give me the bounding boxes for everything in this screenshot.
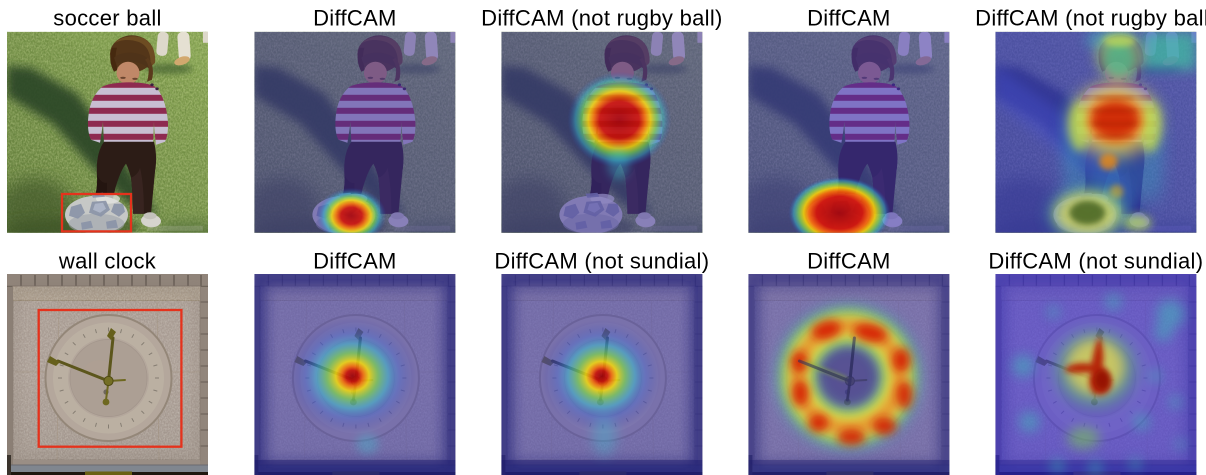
svg-text:DiffCAM (not rugby ball): DiffCAM (not rugby ball) [481,6,723,31]
svg-text:DiffCAM: DiffCAM [313,249,397,274]
svg-text:DiffCAM (not sundial): DiffCAM (not sundial) [494,249,709,274]
svg-text:wall clock: wall clock [58,249,157,274]
svg-text:DiffCAM (not rugby ball): DiffCAM (not rugby ball) [975,6,1206,31]
svg-text:DiffCAM: DiffCAM [313,6,397,31]
svg-text:DiffCAM (not sundial): DiffCAM (not sundial) [988,249,1203,274]
svg-text:DiffCAM: DiffCAM [807,6,891,31]
svg-text:DiffCAM: DiffCAM [807,249,891,274]
svg-text:soccer ball: soccer ball [53,6,161,31]
